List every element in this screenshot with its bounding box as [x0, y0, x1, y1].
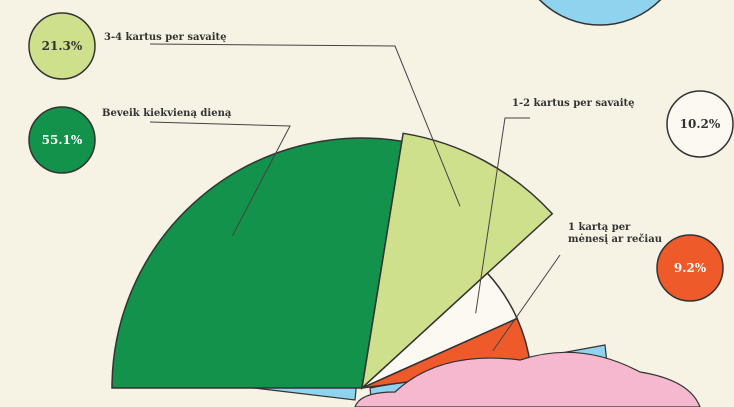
- decor-cloud: [354, 351, 701, 407]
- category-label: 1-2 kartus per savaitę: [512, 98, 635, 109]
- category-label: 3-4 kartus per savaitę: [104, 32, 227, 43]
- leader-line: [149, 121, 291, 236]
- badge: [28, 106, 96, 174]
- slices: [111, 132, 554, 391]
- value-label: 10.2%: [680, 117, 721, 131]
- category-label: Beveik kiekvieną dieną: [102, 108, 232, 119]
- leader-line: [149, 43, 461, 207]
- badge: [28, 12, 96, 80]
- leader-line: [475, 117, 530, 314]
- slice: [111, 137, 403, 389]
- badge: [656, 234, 724, 302]
- category-label: 1 kartą per mėnesį ar rečiau: [568, 222, 662, 245]
- decor-circle: [538, 0, 662, 26]
- value-label: 21.3%: [42, 39, 83, 53]
- badge: [666, 90, 734, 158]
- slice: [360, 132, 554, 391]
- value-label: 55.1%: [42, 133, 83, 147]
- value-label: 9.2%: [674, 261, 707, 275]
- leader-line: [492, 254, 561, 352]
